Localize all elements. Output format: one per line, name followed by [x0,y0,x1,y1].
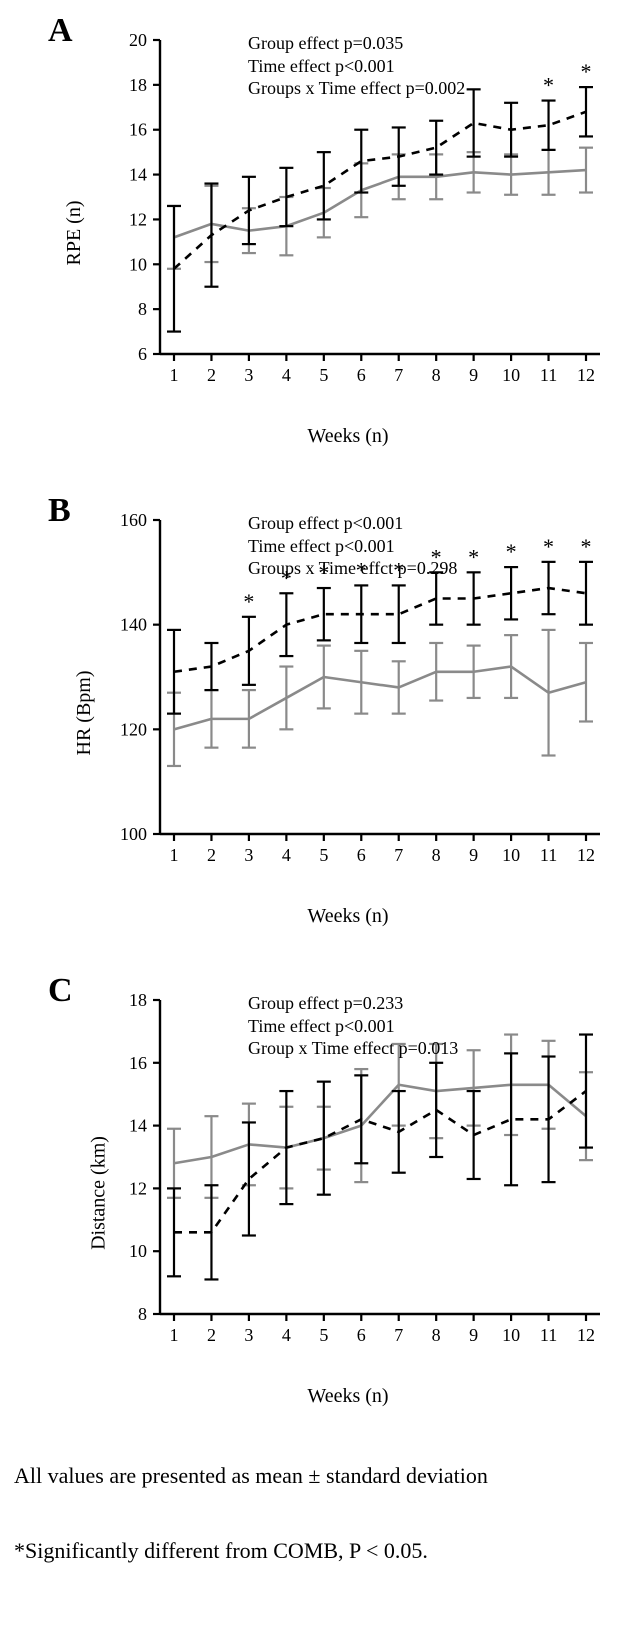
x-tick-label: 11 [540,365,557,385]
significance-star: * [543,534,554,559]
annot-line: Group x Time effect p=0.013 [248,1037,458,1060]
x-tick-label: 10 [502,845,520,865]
x-tick-label: 3 [244,845,253,865]
panel-letter: A [48,12,73,50]
x-tick-label: 5 [319,365,328,385]
annot-line: Groups x Time effct p=0.298 [248,557,457,580]
x-tick-label: 8 [432,1325,441,1345]
y-axis-label: RPE (n) [63,201,86,266]
x-axis-label: Weeks (n) [78,1385,618,1408]
x-axis-label: Weeks (n) [78,425,618,448]
y-tick-label: 18 [129,990,147,1010]
x-tick-label: 11 [540,845,557,865]
y-tick-label: 18 [129,75,147,95]
y-tick-label: 16 [129,1053,147,1073]
x-tick-label: 4 [282,365,291,385]
x-tick-label: 10 [502,1325,520,1345]
x-tick-label: 12 [577,1325,595,1345]
annot-line: Group effect p=0.035 [248,32,465,55]
significance-star: * [468,544,479,569]
y-axis-label: Distance (km) [87,1136,110,1250]
panel-C: CGroup effect p=0.233Time effect p<0.001… [8,978,636,1408]
x-tick-label: 6 [357,1325,366,1345]
y-tick-label: 20 [129,30,147,50]
panel-annotation: Group effect p=0.233Time effect p<0.001G… [248,992,458,1060]
chart-wrap: Group effect p=0.233Time effect p<0.001G… [78,978,618,1408]
y-tick-label: 16 [129,120,147,140]
x-tick-label: 2 [207,365,216,385]
x-tick-label: 7 [394,1325,403,1345]
y-tick-label: 160 [120,510,147,530]
figure-footnote: *Significantly different from COMB, P < … [14,1533,636,1568]
x-tick-label: 12 [577,845,595,865]
significance-star: * [581,534,592,559]
x-tick-label: 9 [469,845,478,865]
y-tick-label: 120 [120,719,147,739]
y-tick-label: 12 [129,1178,147,1198]
panel-annotation: Group effect p<0.001Time effect p<0.001G… [248,512,457,580]
x-tick-label: 6 [357,365,366,385]
significance-star: * [581,59,592,84]
y-tick-label: 140 [120,615,147,635]
y-tick-label: 10 [129,254,147,274]
x-tick-label: 4 [282,845,291,865]
annot-line: Time effect p<0.001 [248,55,465,78]
annot-line: Time effect p<0.001 [248,535,457,558]
chart-wrap: Group effect p<0.001Time effect p<0.001G… [78,498,618,928]
x-tick-label: 9 [469,365,478,385]
annot-line: Groups x Time effect p=0.002 [248,77,465,100]
x-tick-label: 8 [432,365,441,385]
y-tick-label: 12 [129,209,147,229]
x-tick-label: 12 [577,365,595,385]
significance-star: * [543,73,554,98]
panel-annotation: Group effect p=0.035Time effect p<0.001G… [248,32,465,100]
x-tick-label: 2 [207,845,216,865]
x-tick-label: 5 [319,845,328,865]
annot-line: Time effect p<0.001 [248,1015,458,1038]
panel-B: BGroup effect p<0.001Time effect p<0.001… [8,498,636,928]
x-tick-label: 9 [469,1325,478,1345]
x-tick-label: 7 [394,845,403,865]
x-tick-label: 4 [282,1325,291,1345]
y-axis-label: HR (Bpm) [73,671,96,756]
y-tick-label: 14 [129,1116,147,1136]
y-tick-label: 10 [129,1241,147,1261]
chart-wrap: Group effect p=0.035Time effect p<0.001G… [78,18,618,448]
x-tick-label: 3 [244,365,253,385]
x-tick-label: 11 [540,1325,557,1345]
significance-star: * [243,589,254,614]
x-tick-label: 1 [170,365,179,385]
panel-letter: C [48,972,73,1010]
significance-star: * [506,539,517,564]
annot-line: Group effect p<0.001 [248,512,457,535]
x-tick-label: 8 [432,845,441,865]
x-tick-label: 3 [244,1325,253,1345]
x-tick-label: 7 [394,365,403,385]
figure-caption: All values are presented as mean ± stand… [14,1458,636,1493]
panel-A: AGroup effect p=0.035Time effect p<0.001… [8,18,636,448]
y-tick-label: 6 [138,344,147,364]
y-tick-label: 8 [138,1304,147,1324]
x-tick-label: 2 [207,1325,216,1345]
x-tick-label: 5 [319,1325,328,1345]
x-tick-label: 1 [170,845,179,865]
panel-letter: B [48,492,71,530]
y-tick-label: 100 [120,824,147,844]
annot-line: Group effect p=0.233 [248,992,458,1015]
x-tick-label: 10 [502,365,520,385]
x-axis-label: Weeks (n) [78,905,618,928]
y-tick-label: 8 [138,299,147,319]
x-tick-label: 6 [357,845,366,865]
x-tick-label: 1 [170,1325,179,1345]
y-tick-label: 14 [129,165,147,185]
